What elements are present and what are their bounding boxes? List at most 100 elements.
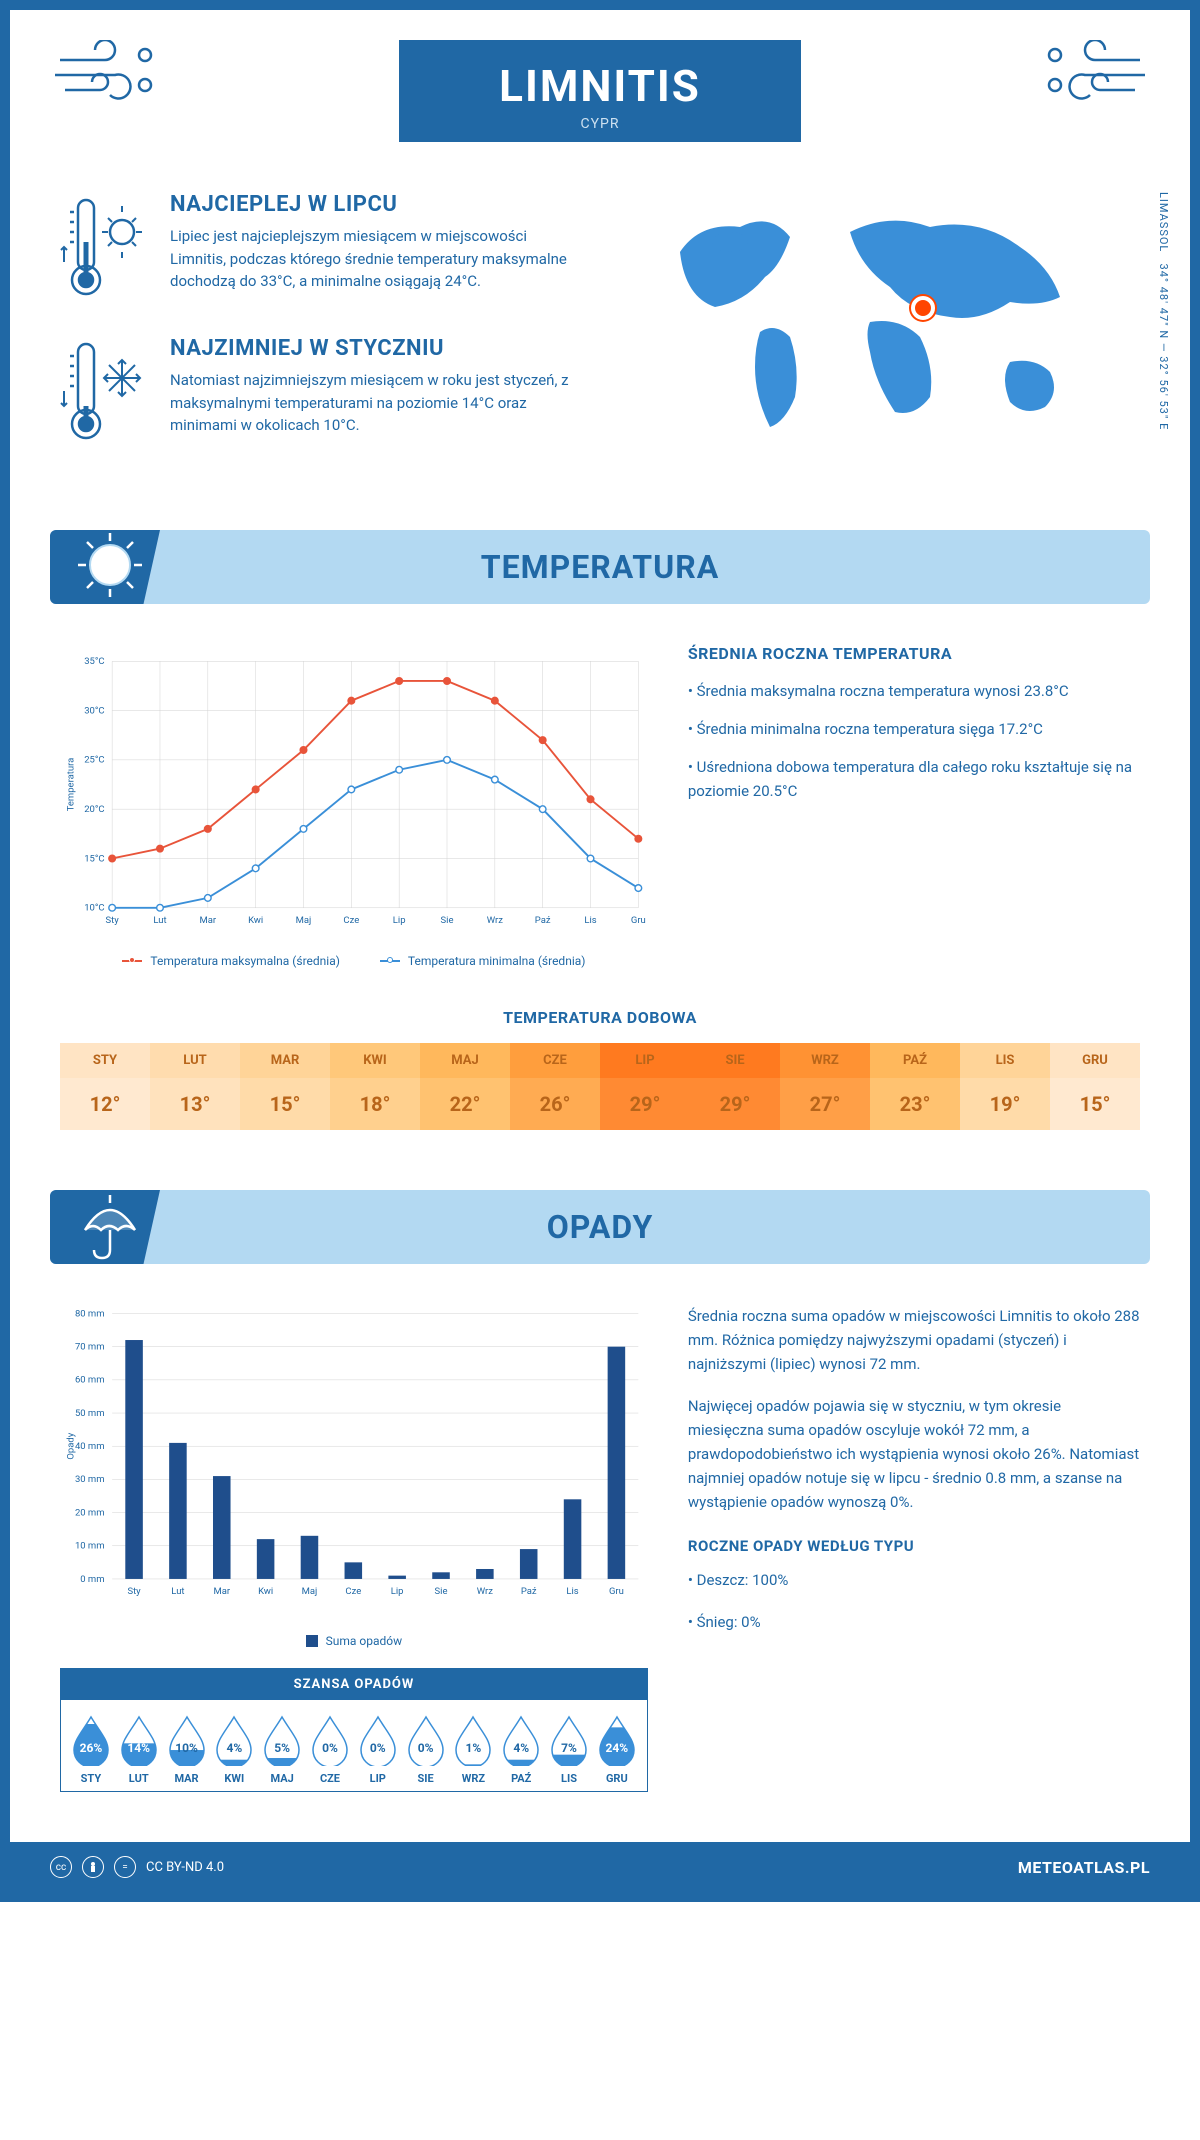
coldest-text: Natomiast najzimniejszym miesiącem w rok…: [170, 369, 580, 437]
drop-cell: 0% SIE: [402, 1714, 450, 1785]
svg-text:30°C: 30°C: [84, 705, 104, 716]
page-subtitle: CYPR: [499, 116, 701, 132]
svg-text:Lip: Lip: [393, 915, 406, 926]
precipitation-summary: Średnia roczna suma opadów w miejscowośc…: [688, 1304, 1140, 1792]
thermometer-cold-icon: [60, 336, 150, 450]
hottest-text: Lipiec jest najcieplejszym miesiącem w m…: [170, 225, 580, 293]
coordinates: LIMASSOL 34° 48' 47" N — 32° 56' 53" E: [1157, 192, 1170, 430]
precipitation-section: 0 mm10 mm20 mm30 mm40 mm50 mm60 mm70 mm8…: [10, 1284, 1190, 1812]
raindrop-icon: 0%: [357, 1714, 399, 1766]
svg-text:60 mm: 60 mm: [75, 1375, 105, 1386]
svg-text:Maj: Maj: [302, 1586, 318, 1597]
svg-text:Gru: Gru: [631, 915, 646, 926]
legend-min: Temperatura minimalna (średnia): [408, 954, 586, 968]
coldest-block: NAJZIMNIEJ W STYCZNIU Natomiast najzimni…: [60, 336, 580, 450]
page: LIMNITIS CYPR: [0, 0, 1200, 1902]
heat-cell: LIP 29°: [600, 1043, 690, 1130]
raindrop-icon: 0%: [405, 1714, 447, 1766]
opady-p1: Średnia roczna suma opadów w miejscowośc…: [688, 1304, 1140, 1376]
intro-text-column: NAJCIEPLEJ W LIPCU Lipiec jest najcieple…: [60, 192, 580, 480]
svg-text:20°C: 20°C: [84, 804, 104, 815]
rain-chance-title: SZANSA OPADÓW: [61, 1669, 647, 1700]
temp-bullet: • Średnia minimalna roczna temperatura s…: [688, 717, 1140, 741]
cc-icon: cc: [50, 1856, 72, 1878]
intro-section: NAJCIEPLEJ W LIPCU Lipiec jest najcieple…: [10, 162, 1190, 510]
bar-legend-label: Suma opadów: [326, 1634, 403, 1648]
svg-text:Lut: Lut: [171, 1586, 184, 1597]
raindrop-icon: 5%: [261, 1714, 303, 1766]
heat-cell: SIE 29°: [690, 1043, 780, 1130]
thermometer-hot-icon: [60, 192, 150, 306]
drop-cell: 10% MAR: [163, 1714, 211, 1785]
svg-text:10°C: 10°C: [84, 903, 104, 914]
heat-cell: CZE 26°: [510, 1043, 600, 1130]
svg-text:Lis: Lis: [566, 1586, 578, 1597]
umbrella-icon: [70, 1190, 150, 1264]
opady-heading: ROCZNE OPADY WEDŁUG TYPU: [688, 1534, 1140, 1558]
drop-cell: 26% STY: [67, 1714, 115, 1785]
temp-bullet: • Średnia maksymalna roczna temperatura …: [688, 679, 1140, 703]
sun-icon: [70, 530, 150, 604]
svg-text:Opady: Opady: [65, 1432, 76, 1459]
svg-text:Gru: Gru: [609, 1586, 624, 1597]
svg-text:Lis: Lis: [584, 915, 596, 926]
page-title: LIMNITIS: [499, 60, 701, 112]
svg-text:Sie: Sie: [441, 915, 454, 926]
heat-cell: STY 12°: [60, 1043, 150, 1130]
temperature-summary: ŚREDNIA ROCZNA TEMPERATURA • Średnia mak…: [688, 644, 1140, 968]
svg-text:35°C: 35°C: [84, 656, 104, 667]
bar-legend: Suma opadów: [60, 1634, 648, 1648]
temp-summary-heading: ŚREDNIA ROCZNA TEMPERATURA: [688, 644, 1140, 663]
svg-text:Cze: Cze: [345, 1586, 361, 1597]
temp-bullet: • Uśredniona dobowa temperatura dla całe…: [688, 755, 1140, 803]
svg-text:10 mm: 10 mm: [75, 1541, 105, 1552]
svg-text:20 mm: 20 mm: [75, 1507, 105, 1518]
license-text: CC BY-ND 4.0: [146, 1860, 224, 1875]
nd-icon: =: [114, 1856, 136, 1878]
svg-text:Lip: Lip: [391, 1586, 404, 1597]
temperature-line-chart: 10°C15°C20°C25°C30°C35°CStyLutMarKwiMajC…: [60, 644, 648, 968]
heat-cell: LUT 13°: [150, 1043, 240, 1130]
svg-text:30 mm: 30 mm: [75, 1474, 105, 1485]
svg-text:Lut: Lut: [153, 915, 166, 926]
svg-text:Cze: Cze: [343, 915, 359, 926]
svg-text:Temperatura: Temperatura: [65, 758, 76, 812]
drop-cell: 4% KWI: [210, 1714, 258, 1785]
world-map: LIMASSOL 34° 48' 47" N — 32° 56' 53" E: [620, 192, 1140, 480]
svg-text:Mar: Mar: [213, 1586, 230, 1597]
coldest-title: NAJZIMNIEJ W STYCZNIU: [170, 336, 580, 361]
section-title-opady: OPADY: [50, 1208, 1150, 1246]
svg-text:Mar: Mar: [199, 915, 216, 926]
drop-cell: 7% LIS: [545, 1714, 593, 1785]
location-marker: [911, 296, 935, 320]
drop-cell: 5% MAJ: [258, 1714, 306, 1785]
drop-cell: 24% GRU: [593, 1714, 641, 1785]
footer: cc = CC BY-ND 4.0 METEOATLAS.PL: [10, 1842, 1190, 1892]
license-block: cc = CC BY-ND 4.0: [50, 1856, 224, 1878]
opady-bullet: • Deszcz: 100%: [688, 1568, 1140, 1592]
svg-text:25°C: 25°C: [84, 755, 104, 766]
title-banner: LIMNITIS CYPR: [399, 40, 801, 142]
heat-cell: GRU 15°: [1050, 1043, 1140, 1130]
raindrop-icon: 24%: [596, 1714, 638, 1766]
opady-bullet: • Śnieg: 0%: [688, 1610, 1140, 1634]
hottest-block: NAJCIEPLEJ W LIPCU Lipiec jest najcieple…: [60, 192, 580, 306]
svg-text:Sty: Sty: [106, 915, 120, 926]
svg-text:Paź: Paź: [535, 915, 551, 926]
drop-cell: 0% CZE: [306, 1714, 354, 1785]
svg-text:Kwi: Kwi: [258, 1586, 273, 1597]
drop-cell: 0% LIP: [354, 1714, 402, 1785]
svg-text:40 mm: 40 mm: [75, 1441, 105, 1452]
raindrop-icon: 26%: [70, 1714, 112, 1766]
svg-text:Wrz: Wrz: [477, 1586, 494, 1597]
svg-text:Maj: Maj: [296, 915, 312, 926]
site-name: METEOATLAS.PL: [1018, 1858, 1150, 1877]
heat-cell: LIS 19°: [960, 1043, 1050, 1130]
wind-icon: [50, 40, 160, 114]
header: LIMNITIS CYPR: [10, 10, 1190, 162]
raindrop-icon: 1%: [452, 1714, 494, 1766]
rain-chance-table: SZANSA OPADÓW 26% STY 14% LU: [60, 1668, 648, 1792]
legend-max: Temperatura maksymalna (średnia): [150, 954, 340, 968]
raindrop-icon: 7%: [548, 1714, 590, 1766]
heat-cell: KWI 18°: [330, 1043, 420, 1130]
